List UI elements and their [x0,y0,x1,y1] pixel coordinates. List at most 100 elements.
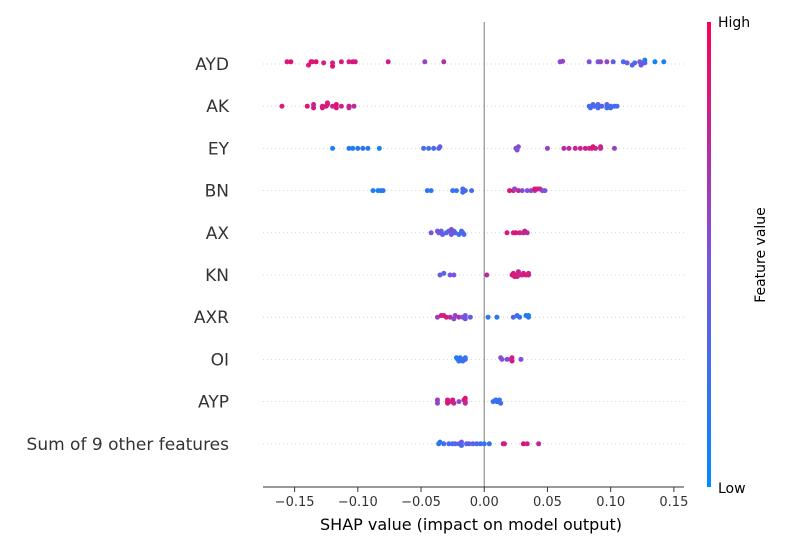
x-axis-title: SHAP value (impact on model output) [320,515,622,534]
shap-point [370,188,376,194]
shap-point [466,441,472,447]
shap-point [499,356,505,362]
shap-point [484,272,490,278]
row-guides [263,63,684,445]
shap-point [458,442,464,448]
shap-point [470,441,476,447]
shap-point [279,103,285,109]
feature-label: EY [208,139,230,159]
x-ticks: −0.15 −0.10 −0.05 0.00 0.05 0.10 0.15 [275,487,688,510]
shap-point [452,441,458,447]
shap-point [451,272,457,278]
shap-point [441,270,447,276]
shap-point [593,145,599,151]
shap-point [346,145,352,151]
shap-point [456,399,462,405]
shap-point [642,57,648,63]
shap-point [448,227,454,232]
shap-point [445,400,451,406]
shap-point [451,400,457,406]
shap-point [599,103,605,109]
shap-point [513,230,519,236]
shap-point [338,103,344,109]
shap-point [437,272,443,278]
shap-point [421,145,427,151]
shap-point [598,145,604,151]
shap-point [440,231,446,237]
shap-point [504,230,510,236]
shap-point [510,314,516,320]
shap-point [542,188,548,194]
shap-point [519,188,525,194]
shap-point [330,103,336,109]
shap-point [365,145,371,151]
shap-point [450,188,456,194]
shap-point [525,272,531,278]
shap-point [462,395,468,401]
shap-point [385,59,391,65]
shap-point [304,103,310,109]
shap-point [424,188,430,194]
shap-point [461,231,467,237]
feature-label: KN [205,266,229,286]
shap-point [313,59,319,65]
shap-point [469,188,475,194]
shap-point [632,60,638,66]
shap-point [525,313,531,319]
shap-point [610,59,616,65]
colorbar-gradient [707,22,711,487]
shap-point [652,59,658,65]
shap-point [611,145,617,151]
shap-point [577,145,583,151]
shap-point [360,145,366,151]
shap-point [544,145,550,151]
shap-point [591,103,597,109]
shap-point [441,59,447,65]
shap-point [509,358,515,364]
shap-point [431,145,437,151]
shap-point [517,230,523,236]
shap-point [462,188,468,194]
shap-point [319,105,325,111]
shap-point [495,399,501,405]
shap-point [434,314,440,320]
colorbar-high-label: High [718,15,750,31]
x-tick-label: 0.15 [659,495,688,510]
shap-point [436,230,442,236]
feature-label: OI [211,350,229,370]
shap-point [330,63,336,69]
shap-point [517,314,523,320]
shap-point [447,314,453,320]
shap-point [474,441,480,447]
colorbar-title: Feature value [753,207,769,303]
shap-point [604,102,610,108]
shap-point [608,105,614,111]
shap-point [338,59,344,65]
shap-point [451,316,457,322]
shap-point [512,274,518,280]
shap-point [443,314,449,320]
x-tick-label: 0.00 [470,495,499,510]
shap-point [453,188,459,194]
shap-point [422,59,428,65]
shap-point [485,314,491,320]
shap-point [462,316,468,322]
shap-point [477,441,483,447]
shap-point [524,188,530,194]
shap-point [624,60,630,66]
feature-label: AXR [194,308,229,328]
shap-point [518,356,524,362]
feature-label: AYP [198,393,229,413]
shap-point [501,441,507,447]
shap-point [566,145,572,151]
shap-point [512,186,518,192]
shap-point [437,439,443,445]
shap-point [467,314,473,320]
shap-point [524,441,530,447]
shap-point [614,103,620,109]
x-tick-label: −0.15 [275,495,315,510]
shap-point [452,230,458,236]
feature-label: AK [206,97,230,117]
